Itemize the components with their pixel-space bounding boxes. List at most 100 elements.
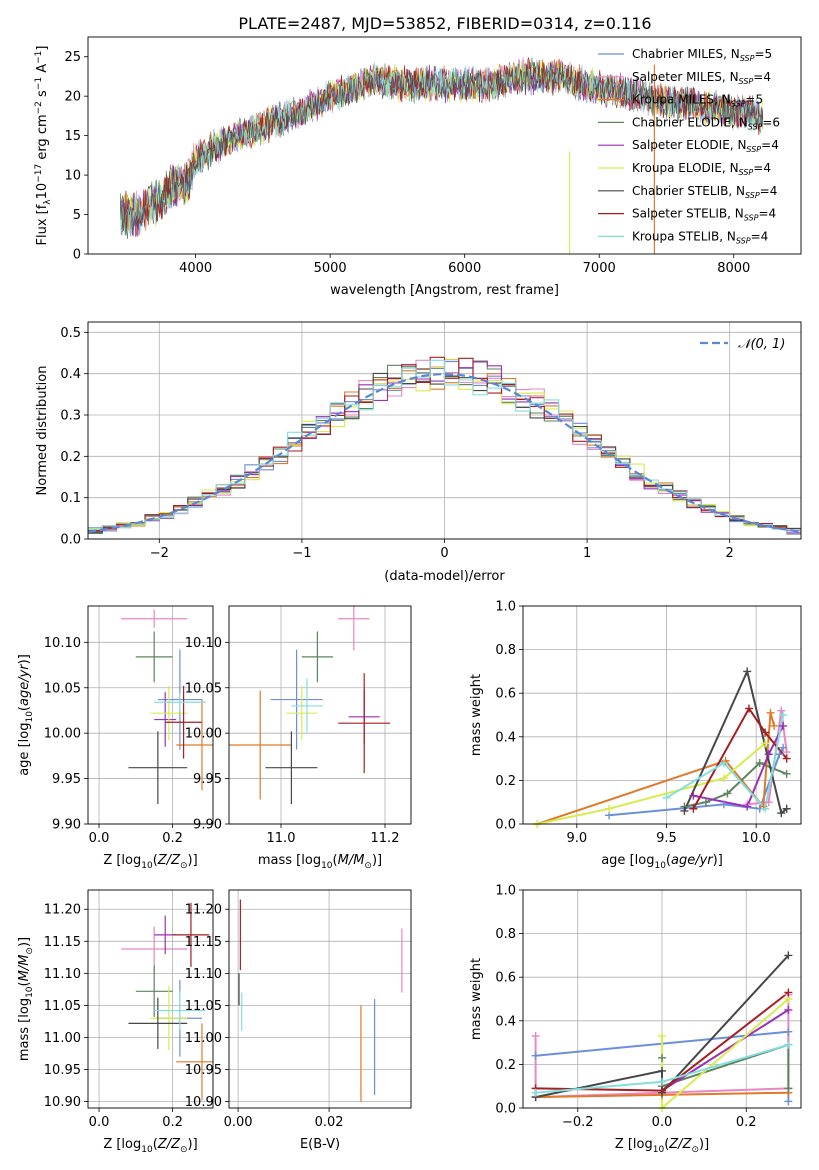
y-tick-label: 0 xyxy=(73,248,81,263)
x-tick-label: 0 xyxy=(440,546,448,561)
x-tick-label: 6000 xyxy=(448,261,481,276)
x-tick-label: 0.00 xyxy=(224,1115,253,1130)
plot-area xyxy=(119,56,764,254)
legend-entry: Chabrier MILES, NSSP=5 xyxy=(632,47,772,63)
weight-line-7 xyxy=(692,706,788,810)
weight-marker xyxy=(779,743,788,752)
x-tick-label: 9.0 xyxy=(566,831,587,846)
plot-frame xyxy=(87,36,802,255)
weight-line-4 xyxy=(693,725,784,808)
panel-mass_vs_Z: 0.0 0.2 10.90 10.95 11.00 11.05 11.10 11.15 11.2… xyxy=(17,889,214,1155)
gaussian-curve xyxy=(88,372,801,533)
panel-age_vs_Z: 0.0 0.2 9.90 9.95 10.00 10.05 10.10 Z [log10(Z/… xyxy=(17,605,214,871)
x-tick-label: −0.2 xyxy=(562,1115,594,1130)
x-tick-label: 9.5 xyxy=(656,831,677,846)
spectrum-legend: Chabrier MILES, NSSP=5 Salpeter MILES, NS… xyxy=(598,47,780,245)
x-axis-label: age [log10(age/yr)] xyxy=(601,853,723,871)
x-tick-label: 10.0 xyxy=(742,831,771,846)
y-tick-label: 0.0 xyxy=(495,1102,516,1117)
weight-marker xyxy=(764,750,773,759)
panel-residuals: −2 −1 0 1 2 0.0 0.1 0.2 0.3 0.4 0.5 (data-model)/er… xyxy=(35,321,802,584)
y-tick-label: 0.8 xyxy=(495,643,516,658)
plot-area xyxy=(536,668,788,824)
weight-marker xyxy=(605,804,614,813)
weight-marker xyxy=(755,758,764,767)
weight-marker xyxy=(531,1088,540,1097)
weight-marker xyxy=(744,704,753,713)
legend-entry: Kroupa STELIB, NSSP=4 xyxy=(632,229,768,245)
weight-marker xyxy=(658,1077,666,1086)
x-tick-label: 7000 xyxy=(583,261,616,276)
spectrum-line-6 xyxy=(120,61,764,237)
legend-entry: Salpeter ELODIE, NSSP=4 xyxy=(632,138,779,154)
weight-marker xyxy=(784,1005,793,1014)
y-axis-label: Flux [fλ10−17 erg cm−2 s−1 A−1] xyxy=(34,46,53,246)
weight-line-8 xyxy=(665,714,785,811)
y-tick-label: 1.0 xyxy=(495,884,516,899)
x-axis-label: (data-model)/error xyxy=(384,569,505,584)
y-tick-label: 11.15 xyxy=(185,935,222,950)
x-axis-label: Z [log10(Z/Z⊙)] xyxy=(103,1137,197,1155)
legend-entry: Salpeter STELIB, NSSP=4 xyxy=(632,207,776,223)
x-axis-label: Z [log10(Z/Z⊙)] xyxy=(103,853,197,871)
y-tick-label: 0.5 xyxy=(60,326,81,341)
weight-marker xyxy=(764,798,773,807)
x-tick-label: 0.0 xyxy=(89,831,110,846)
x-tick-label: 8000 xyxy=(717,261,750,276)
weight-marker xyxy=(784,951,793,960)
weight-line-5 xyxy=(537,742,766,824)
y-tick-label: 9.95 xyxy=(193,772,222,787)
legend-entry: Chabrier ELODIE, NSSP=6 xyxy=(632,115,780,131)
panel-weight_vs_Z: −0.2 0.0 0.2 0.0 0.2 0.4 0.6 0.8 1.0 mass weight Z… xyxy=(469,884,802,1155)
y-tick-label: 0.2 xyxy=(60,450,81,465)
y-tick-label: 0.4 xyxy=(495,1014,516,1029)
weight-line-6 xyxy=(683,668,788,815)
weight-marker xyxy=(662,793,671,802)
y-tick-label: 10.05 xyxy=(44,681,81,696)
y-tick-label: 0.4 xyxy=(495,730,516,745)
plot-area xyxy=(229,606,391,805)
x-tick-label: 5000 xyxy=(314,261,347,276)
legend-entry: Salpeter MILES, NSSP=4 xyxy=(632,70,771,86)
legend-entry: Kroupa MILES, NSSP=5 xyxy=(632,93,763,109)
panel-age_vs_mass: 11.0 11.2 9.90 9.95 10.00 10.05 10.10 mass [log… xyxy=(185,605,412,871)
y-tick-label: 0.4 xyxy=(60,367,81,382)
y-tick-label: 10.10 xyxy=(44,636,81,651)
histogram-8 xyxy=(88,359,801,535)
weight-marker xyxy=(719,774,728,783)
weight-marker xyxy=(777,809,786,818)
weight-marker xyxy=(658,1086,666,1095)
y-axis-label: age [log10(age/yr)] xyxy=(17,654,35,776)
weight-marker xyxy=(779,711,788,719)
weight-marker xyxy=(766,708,775,717)
ylabel-part: −1 xyxy=(34,77,44,90)
figure-title: PLATE=2487, MJD=53852, FIBERID=0314, z=0… xyxy=(238,14,651,33)
weight-marker xyxy=(658,1032,666,1041)
weight-marker xyxy=(784,1097,793,1106)
weight-marker xyxy=(531,1032,540,1041)
x-tick-label: 0.2 xyxy=(736,1115,757,1130)
weight-marker xyxy=(743,802,752,811)
panel-weight_vs_age: 9.0 9.5 10.0 0.0 0.2 0.4 0.6 0.8 1.0 mass weight a… xyxy=(469,600,802,871)
y-axis-label: mass weight xyxy=(469,958,484,1040)
y-tick-label: 9.90 xyxy=(193,818,222,833)
x-tick-label: 0.2 xyxy=(162,1115,183,1130)
y-tick-label: 0.6 xyxy=(495,687,516,702)
x-axis-label: E(B-V) xyxy=(300,1137,340,1152)
ylabel-part: ] xyxy=(35,46,50,51)
weight-marker xyxy=(784,1084,793,1093)
y-tick-label: 11.10 xyxy=(44,967,81,982)
y-tick-label: 10.90 xyxy=(185,1095,222,1110)
x-axis-label: Z [log10(Z/Z⊙)] xyxy=(615,1137,709,1155)
x-tick-label: 0.02 xyxy=(315,1115,344,1130)
y-tick-label: 0.0 xyxy=(495,818,516,833)
y-tick-label: 10.00 xyxy=(185,727,222,742)
weight-marker xyxy=(784,1027,793,1036)
y-tick-label: 10.95 xyxy=(44,1063,81,1078)
x-tick-label: −1 xyxy=(292,546,311,561)
ylabel-part: λ xyxy=(43,199,53,205)
panel-mass_vs_ebv: 0.00 0.02 10.90 10.95 11.00 11.05 11.10 11.15 11… xyxy=(185,889,412,1152)
y-axis-label: mass weight xyxy=(469,674,484,756)
weight-marker xyxy=(680,806,689,815)
